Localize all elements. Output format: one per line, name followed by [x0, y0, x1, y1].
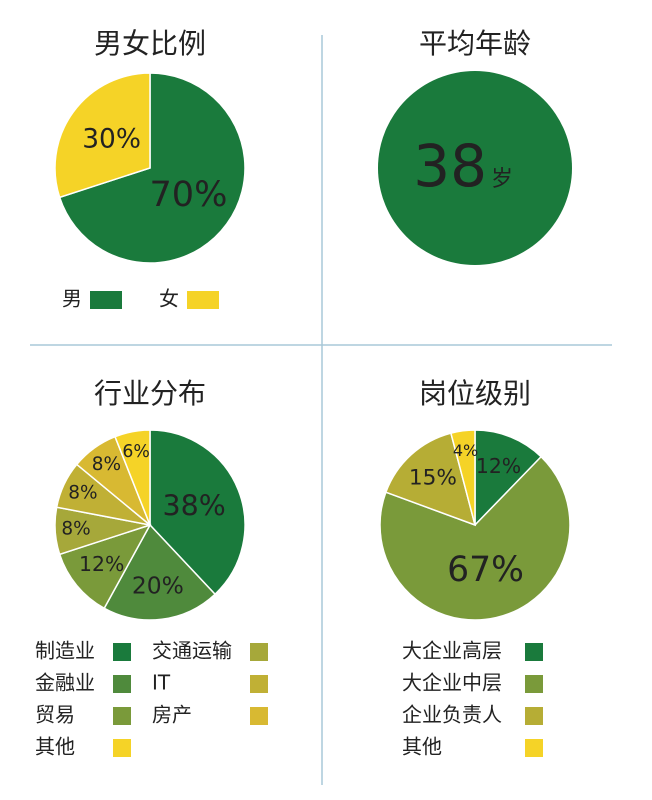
slice-label: 4% [453, 441, 478, 460]
legend-swatch [525, 675, 543, 693]
legend-label: 大企业中层 [402, 671, 502, 695]
legend-swatch [113, 643, 131, 661]
legend-swatch [250, 643, 268, 661]
legend-swatch [250, 707, 268, 725]
slice-label: 67% [447, 550, 524, 590]
slice-label: 30% [82, 124, 141, 155]
pie-slice [54, 72, 151, 199]
slice-label: 12% [476, 454, 521, 478]
legend-label: 贸易 [35, 703, 75, 727]
pie-slice [58, 523, 152, 610]
slice-label: 12% [79, 552, 124, 576]
legend-label: 房产 [152, 703, 192, 727]
pie-slice [114, 429, 151, 526]
pie-slice [103, 523, 217, 621]
chart-title: 行业分布 [94, 377, 206, 410]
legend-label: 交通运输 [152, 639, 232, 663]
legend-label: 其他 [402, 735, 442, 759]
pie-slice [58, 72, 246, 264]
slice-label: 8% [92, 454, 121, 475]
slice-label: 38% [163, 490, 226, 523]
slice-label: 70% [149, 174, 227, 215]
legend-label: 大企业高层 [402, 639, 502, 663]
legend-label: 企业负责人 [402, 703, 502, 727]
legend-swatch [113, 739, 131, 757]
slice-label: 8% [68, 482, 97, 503]
slice-label: 15% [409, 466, 457, 491]
legend-label: IT [152, 671, 171, 695]
legend-label: 女 [159, 287, 179, 311]
legend-label: 金融业 [35, 671, 95, 695]
legend-swatch [525, 707, 543, 725]
chart-title: 岗位级别 [419, 377, 531, 410]
pie-slice [379, 455, 571, 621]
pie-slice [449, 429, 476, 526]
pie-slice [384, 432, 477, 527]
stat-value: 38 [413, 132, 487, 200]
legend-swatch [525, 643, 543, 661]
legend-swatch [250, 675, 268, 693]
stat-unit: 岁 [491, 167, 513, 192]
slice-label: 6% [122, 442, 150, 462]
slice-label: 8% [61, 519, 90, 540]
legend-label: 其他 [35, 735, 75, 759]
chart-title: 男女比例 [94, 27, 206, 60]
legend-swatch [525, 739, 543, 757]
legend-swatch [187, 291, 219, 309]
slice-label: 20% [132, 572, 184, 600]
legend-label: 男 [62, 287, 82, 311]
legend-label: 制造业 [35, 639, 95, 663]
chart-title: 平均年龄 [419, 27, 531, 60]
legend-swatch [90, 291, 122, 309]
pie-slice [474, 429, 543, 527]
pie-slice [149, 429, 246, 596]
legend-swatch [113, 707, 131, 725]
legend-swatch [113, 675, 131, 693]
stat-circle [378, 71, 572, 265]
